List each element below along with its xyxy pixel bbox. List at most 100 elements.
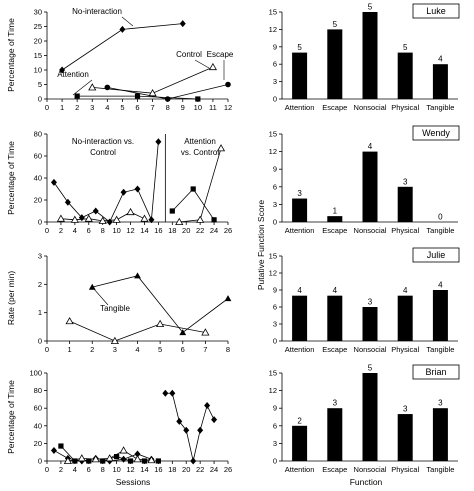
- x-tick-label: 7: [150, 103, 154, 112]
- x-tick-label: 6: [135, 103, 139, 112]
- x-tick-label: 8: [101, 226, 105, 235]
- data-point-diamond: [120, 188, 127, 196]
- x-tick-label: 14: [140, 465, 148, 474]
- data-point-square: [169, 208, 175, 214]
- bar-attention: [292, 425, 308, 461]
- bar-count-label: 5: [333, 20, 338, 29]
- x-tick-label: Physical: [391, 465, 419, 474]
- data-point-diamond: [59, 66, 66, 74]
- x-tick-label: Physical: [391, 103, 419, 112]
- x-tick-label: 22: [196, 465, 204, 474]
- data-point-triangle: [216, 144, 226, 152]
- y-tick-label: 2: [38, 280, 42, 289]
- bar-nonsocial: [362, 373, 378, 461]
- bar-escape: [327, 216, 343, 222]
- bar-attention: [292, 198, 308, 222]
- x-tick-label: 3: [113, 345, 117, 354]
- bar-attention: [292, 52, 308, 99]
- series-diamond: [162, 389, 218, 465]
- x-tick-label: 22: [196, 226, 204, 235]
- y-tick-label: 20: [34, 439, 42, 448]
- x-tick-label: 12: [224, 103, 232, 112]
- data-point-diamond: [64, 198, 71, 206]
- y-tick-label: 6: [273, 60, 277, 69]
- y-tick-label: 0: [273, 218, 277, 227]
- bar-physical: [397, 52, 413, 99]
- data-point-circle: [225, 81, 231, 88]
- annotation-label: Tangible: [100, 304, 130, 313]
- bar-count-label: 4: [368, 142, 373, 151]
- data-point-square: [127, 458, 134, 464]
- data-point-triangle: [63, 456, 72, 465]
- x-tick-label: 2: [90, 345, 94, 354]
- x-tick-label: Tangible: [426, 226, 454, 235]
- bar-nonsocial: [362, 307, 378, 341]
- annotation-label: Attention: [57, 70, 89, 79]
- series-square: [169, 186, 217, 223]
- series-no-interaction: [59, 20, 186, 74]
- y-tick-label: 15: [269, 369, 277, 378]
- x-tick-label: 3: [90, 103, 94, 112]
- bar-count-label: 2: [297, 416, 302, 425]
- series-line: [165, 392, 215, 462]
- x-tick-label: 0: [45, 345, 49, 354]
- x-tick-label: 0: [45, 103, 49, 112]
- data-point-diamond: [204, 402, 211, 410]
- bar-count-label: 4: [438, 55, 443, 64]
- x-tick-label: 16: [154, 226, 162, 235]
- y-tick-label: 6: [273, 182, 277, 191]
- data-point-diamond: [211, 416, 218, 424]
- x-tick-label: Tangible: [426, 345, 454, 354]
- data-point-diamond: [92, 207, 99, 215]
- data-point-triangle: [110, 336, 119, 345]
- x-tick-label: Escape: [322, 103, 347, 112]
- x-tick-label: 0: [45, 465, 49, 474]
- data-point-square: [195, 96, 201, 102]
- bar-count-label: 4: [403, 286, 408, 295]
- x-tick-label: Nonsocial: [354, 226, 387, 235]
- x-tick-label: 16: [154, 465, 162, 474]
- y-axis-label: Rate (per min): [6, 271, 16, 325]
- y-tick-label: 12: [269, 147, 277, 156]
- x-tick-label: 2: [75, 103, 79, 112]
- phase-label: Control: [90, 148, 116, 157]
- x-tick-label: Physical: [391, 345, 419, 354]
- data-point-square: [114, 454, 120, 460]
- y-tick-label: 80: [34, 130, 42, 139]
- line-panel-julie: 0 1 2 3 0 1 2 3 4 5 6 7 8 Rate (per min) Tangible: [6, 252, 232, 354]
- data-point-diamond: [134, 185, 141, 193]
- bar-count-label: 3: [297, 189, 302, 198]
- bar-panel-julie: 0 3 6 9 12 15 4 Attention 4 Escape 3 Nonsocial 4 Phys…: [269, 247, 460, 354]
- y-tick-label: 3: [273, 439, 277, 448]
- y-tick-label: 0: [38, 95, 42, 104]
- series-triangle: [56, 207, 149, 224]
- x-tick-label: 2: [59, 226, 63, 235]
- x-tick-label: 12: [126, 465, 134, 474]
- annotation-label: No-interaction: [72, 7, 122, 16]
- bar-nonsocial: [362, 12, 378, 99]
- y-tick-label: 60: [34, 152, 42, 161]
- x-tick-label: 24: [210, 226, 218, 235]
- y-tick-label: 0: [273, 337, 277, 346]
- x-tick-label: Physical: [391, 226, 419, 235]
- data-point-square: [72, 458, 78, 464]
- y-tick-label: 20: [34, 196, 42, 205]
- data-point-triangle: [175, 217, 184, 226]
- x-tick-label: 1: [60, 103, 64, 112]
- bar-tangible: [432, 408, 448, 461]
- participant-name: Brian: [425, 367, 446, 377]
- series-triangle: [65, 316, 210, 345]
- y-tick-label: 10: [34, 66, 42, 75]
- y-tick-label: 5: [38, 80, 42, 89]
- data-point-diamond: [162, 389, 169, 397]
- data-point-diamond: [50, 446, 57, 454]
- data-point-triangle: [140, 214, 149, 222]
- y-tick-label: 3: [273, 200, 277, 209]
- x-tick-label: Attention: [285, 226, 315, 235]
- x-tick-label: 18: [168, 465, 176, 474]
- y-tick-label: 60: [34, 404, 42, 413]
- data-point-diamond: [106, 218, 113, 226]
- x-tick-label: 26: [224, 226, 232, 235]
